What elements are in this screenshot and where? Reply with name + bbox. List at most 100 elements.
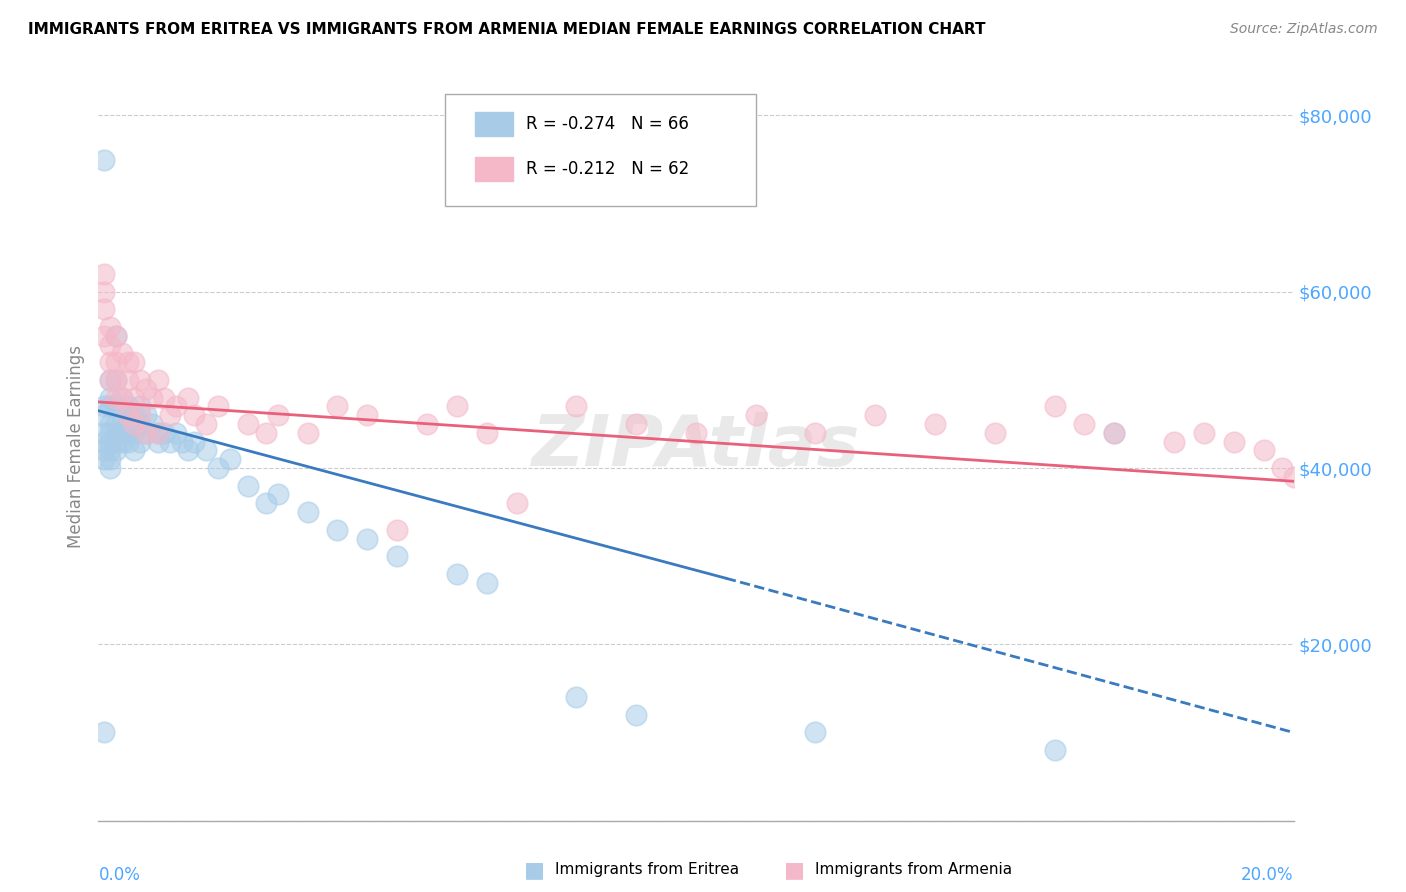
- Point: [1073, 417, 1095, 431]
- Point: [135, 425, 157, 440]
- Point: [93, 328, 115, 343]
- Point: [183, 434, 205, 449]
- Text: ZIPAtlas: ZIPAtlas: [531, 411, 860, 481]
- Point: [506, 496, 529, 510]
- Point: [1104, 425, 1126, 440]
- Point: [124, 355, 146, 369]
- Point: [153, 425, 176, 440]
- Point: [1163, 434, 1185, 449]
- Point: [626, 417, 648, 431]
- Point: [93, 302, 115, 317]
- Point: [98, 452, 122, 467]
- Point: [254, 425, 277, 440]
- Point: [1192, 425, 1215, 440]
- Point: [129, 408, 152, 422]
- Point: [195, 417, 218, 431]
- Point: [297, 425, 319, 440]
- Point: [98, 400, 122, 414]
- Point: [172, 434, 194, 449]
- Point: [93, 725, 115, 739]
- Y-axis label: Median Female Earnings: Median Female Earnings: [66, 344, 84, 548]
- Text: Immigrants from Armenia: Immigrants from Armenia: [815, 863, 1012, 877]
- Text: Source: ZipAtlas.com: Source: ZipAtlas.com: [1230, 22, 1378, 37]
- Point: [165, 400, 187, 414]
- Point: [98, 417, 122, 431]
- Point: [195, 443, 218, 458]
- Point: [565, 400, 588, 414]
- Point: [148, 434, 170, 449]
- Point: [416, 417, 439, 431]
- Point: [236, 417, 259, 431]
- Point: [105, 400, 128, 414]
- Point: [93, 425, 115, 440]
- Point: [98, 337, 122, 351]
- Point: [135, 382, 157, 396]
- Point: [446, 566, 468, 581]
- Point: [98, 391, 122, 405]
- Point: [111, 391, 134, 405]
- Text: 20.0%: 20.0%: [1241, 865, 1294, 884]
- Point: [326, 400, 349, 414]
- Point: [93, 153, 115, 167]
- Text: R = -0.274   N = 66: R = -0.274 N = 66: [526, 115, 689, 133]
- Point: [475, 425, 498, 440]
- Point: [1282, 470, 1305, 484]
- Point: [117, 434, 139, 449]
- Point: [117, 400, 139, 414]
- Point: [93, 452, 115, 467]
- Point: [105, 373, 128, 387]
- Point: [124, 417, 146, 431]
- Point: [105, 417, 128, 431]
- Point: [267, 487, 290, 501]
- Point: [124, 391, 146, 405]
- Point: [93, 434, 115, 449]
- Point: [984, 425, 1007, 440]
- Point: [129, 434, 152, 449]
- Point: [93, 443, 115, 458]
- Point: [93, 267, 115, 281]
- Point: [1043, 400, 1066, 414]
- Point: [98, 320, 122, 334]
- Point: [804, 725, 827, 739]
- Point: [1223, 434, 1246, 449]
- Point: [98, 443, 122, 458]
- Point: [804, 425, 827, 440]
- Point: [153, 391, 176, 405]
- Point: [446, 400, 468, 414]
- Text: ■: ■: [524, 860, 544, 880]
- Point: [165, 425, 187, 440]
- Point: [148, 373, 170, 387]
- Point: [183, 408, 205, 422]
- Point: [129, 417, 152, 431]
- Text: Immigrants from Eritrea: Immigrants from Eritrea: [555, 863, 740, 877]
- Bar: [475, 157, 513, 181]
- Point: [124, 443, 146, 458]
- Point: [105, 328, 128, 343]
- Point: [141, 391, 163, 405]
- Point: [117, 408, 139, 422]
- FancyBboxPatch shape: [446, 94, 756, 206]
- Point: [685, 425, 707, 440]
- Point: [105, 391, 128, 405]
- Point: [254, 496, 277, 510]
- Point: [98, 434, 122, 449]
- Point: [111, 434, 134, 449]
- Point: [111, 425, 134, 440]
- Point: [745, 408, 768, 422]
- Text: IMMIGRANTS FROM ERITREA VS IMMIGRANTS FROM ARMENIA MEDIAN FEMALE EARNINGS CORREL: IMMIGRANTS FROM ERITREA VS IMMIGRANTS FR…: [28, 22, 986, 37]
- Point: [117, 373, 139, 387]
- Point: [93, 408, 115, 422]
- Point: [117, 417, 139, 431]
- Point: [356, 532, 378, 546]
- Point: [267, 408, 290, 422]
- Point: [924, 417, 946, 431]
- Point: [177, 391, 200, 405]
- Point: [326, 523, 349, 537]
- Point: [111, 408, 134, 422]
- Point: [159, 408, 181, 422]
- Point: [565, 690, 588, 705]
- Point: [124, 425, 146, 440]
- Point: [129, 373, 152, 387]
- Point: [93, 285, 115, 299]
- Point: [117, 355, 139, 369]
